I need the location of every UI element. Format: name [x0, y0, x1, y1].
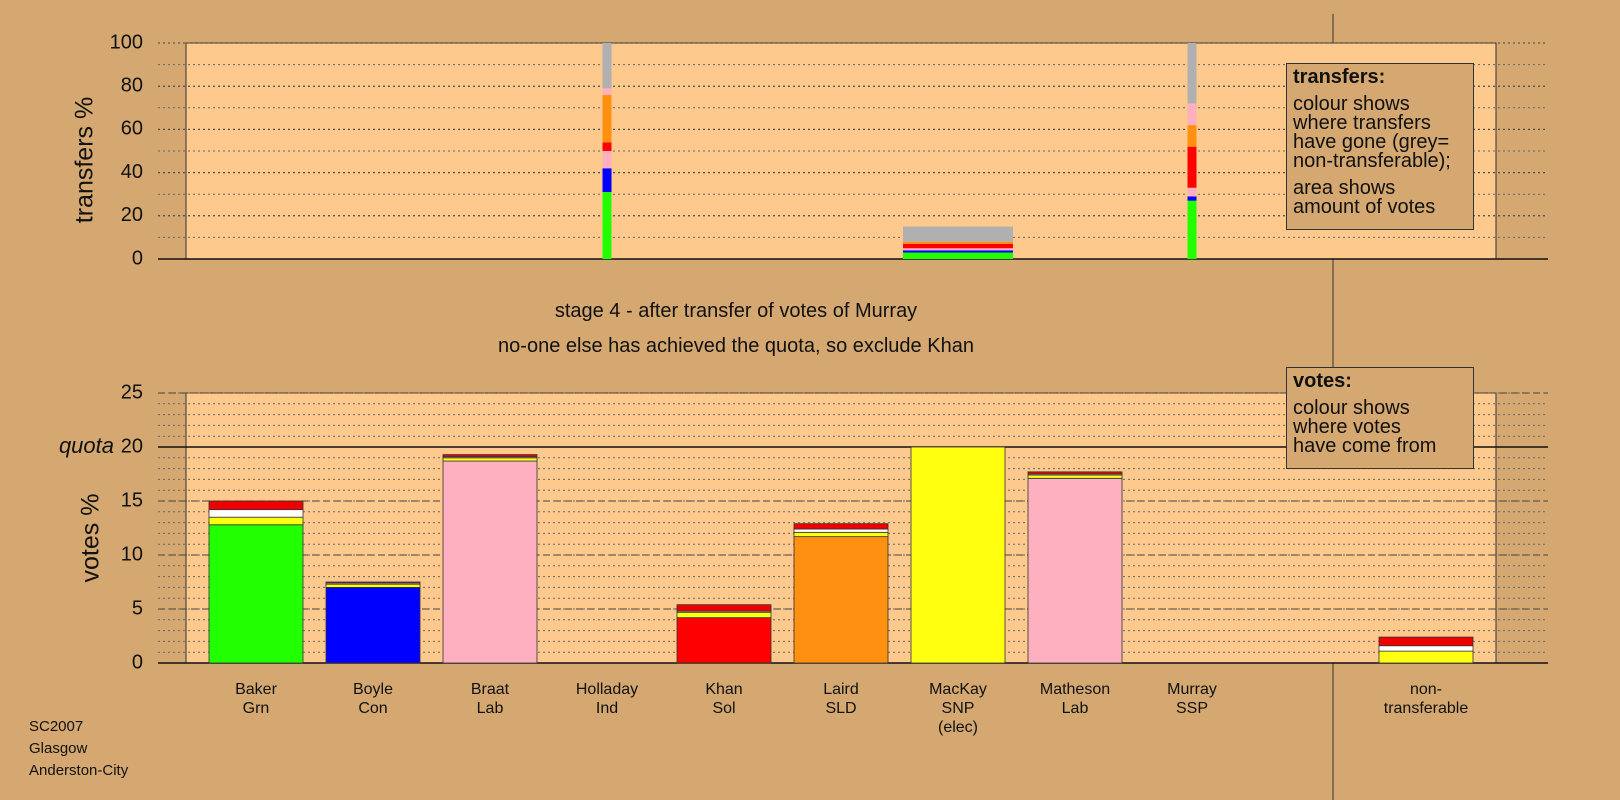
legend-text: area shows amount of votes	[1293, 177, 1436, 218]
bar-segment	[903, 226, 1013, 242]
x-tick-label: Laird SLD	[823, 681, 859, 717]
y-tick-label: 100	[110, 31, 143, 53]
bar-segment	[208, 509, 304, 518]
y-tick-label: 0	[132, 247, 143, 269]
quota-label: quota	[59, 433, 114, 458]
y-tick-label: 15	[121, 489, 143, 511]
bar-segment	[208, 524, 304, 664]
y-axis-label: votes %	[77, 494, 105, 583]
bar-segment	[1378, 636, 1474, 647]
stage-title: stage 4 - after transfer of votes of Mur…	[554, 300, 918, 322]
bar-segment	[602, 94, 612, 143]
bar-segment	[442, 457, 538, 462]
bar-segment	[676, 611, 772, 619]
y-tick-label: 80	[121, 74, 143, 96]
bar-segment	[602, 168, 612, 193]
bar-segment	[676, 604, 772, 612]
bar-segment	[1187, 200, 1197, 259]
bar-segment	[602, 192, 612, 259]
footer: Anderston-City	[29, 762, 129, 779]
bar-segment	[1187, 125, 1197, 147]
bar-segment	[1187, 196, 1197, 201]
bar-segment	[903, 252, 1013, 259]
bar-segment	[903, 243, 1013, 249]
bar-segment	[442, 454, 538, 458]
x-tick-label: Holladay Ind	[575, 681, 639, 717]
bar-segment	[1378, 645, 1474, 652]
bar-segment	[793, 536, 889, 664]
legend-title: votes:	[1293, 370, 1352, 392]
x-tick-label: MacKay SNP (elec)	[929, 681, 987, 736]
y-tick-label: 20	[121, 435, 143, 457]
x-tick-label: Khan Sol	[705, 681, 743, 717]
bar-segment	[793, 528, 889, 533]
footer: Glasgow	[29, 740, 88, 757]
bar-segment	[442, 460, 538, 664]
y-tick-label: 20	[121, 204, 143, 226]
y-tick-label: 40	[121, 161, 143, 183]
bar-segment	[793, 523, 889, 530]
legend-text: colour shows where transfers have gone (…	[1293, 93, 1451, 172]
bar-segment	[793, 531, 889, 538]
bar-segment	[1187, 103, 1197, 126]
bar-segment	[903, 241, 1013, 244]
bar-segment	[602, 151, 612, 169]
x-tick-label: Matheson Lab	[1039, 681, 1111, 717]
bar-segment	[1187, 187, 1197, 197]
legend-title: transfers:	[1293, 66, 1386, 88]
bar-segment	[1187, 43, 1197, 104]
bar-segment	[208, 516, 304, 526]
legend: votes: colour shows where votes have come…	[1286, 367, 1474, 469]
bar-segment	[910, 446, 1006, 664]
bar-segment	[602, 142, 612, 151]
stage-subtitle: no-one else has achieved the quota, so e…	[498, 335, 974, 357]
y-axis-label: transfers %	[71, 97, 99, 223]
bar-segment	[903, 248, 1013, 251]
y-tick-label: 0	[132, 651, 143, 673]
bar-segment	[325, 581, 421, 584]
bar-segment	[1187, 146, 1197, 188]
bar-segment	[676, 617, 772, 664]
footer: SC2007	[29, 718, 84, 735]
legend: transfers: colour shows where transfers h…	[1286, 63, 1474, 230]
bar-segment	[1027, 471, 1123, 475]
legend-text: colour shows where votes have come from	[1293, 397, 1437, 457]
y-tick-label: 25	[121, 381, 143, 403]
bar-segment	[1378, 650, 1474, 664]
x-tick-label: Baker Grn	[235, 681, 277, 717]
bar-segment	[602, 43, 612, 89]
x-tick-label: non- transferable	[1383, 681, 1469, 717]
x-tick-label: Braat Lab	[470, 681, 510, 717]
bar-segment	[1027, 477, 1123, 664]
bar-segment	[903, 250, 1013, 253]
x-tick-label: Murray SSP	[1167, 681, 1217, 717]
bar-segment	[325, 587, 421, 664]
bar-segment	[325, 583, 421, 588]
x-tick-label: Boyle Con	[352, 681, 394, 717]
y-tick-label: 10	[121, 543, 143, 565]
bar-segment	[602, 88, 612, 95]
bar-segment	[1027, 474, 1123, 479]
bar-segment	[208, 500, 304, 511]
y-tick-label: 5	[132, 597, 143, 619]
y-tick-label: 60	[121, 118, 143, 140]
